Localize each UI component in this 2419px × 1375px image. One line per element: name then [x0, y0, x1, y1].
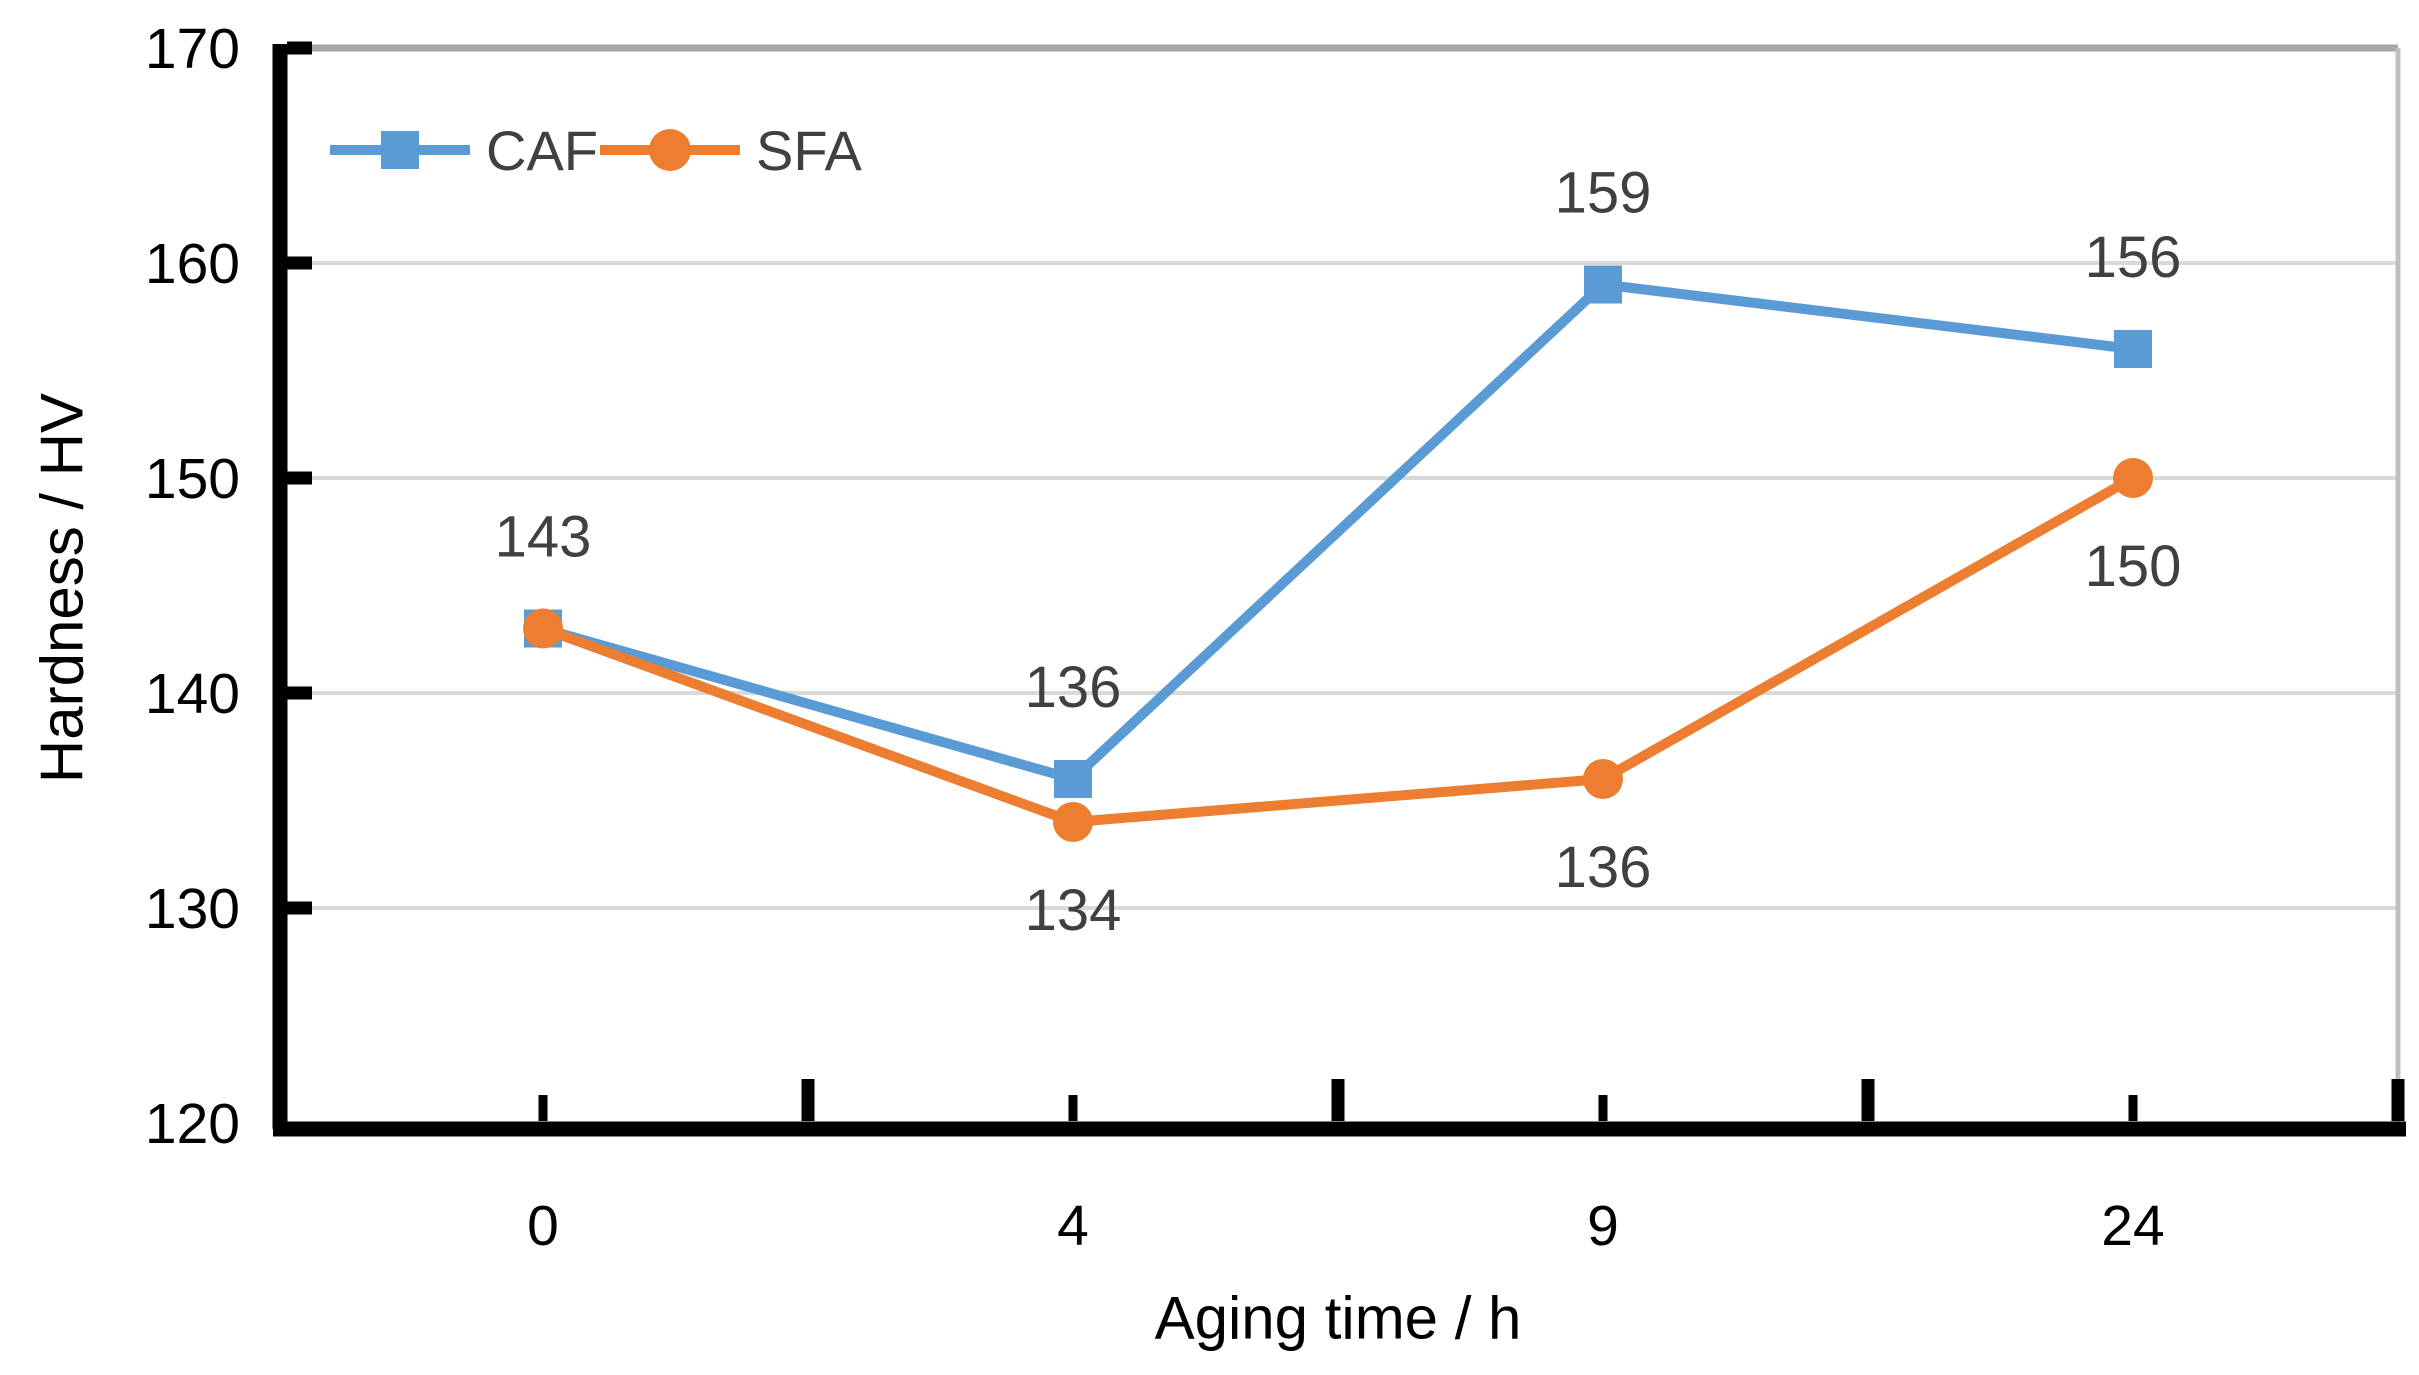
caf-marker-2 [1584, 265, 1622, 304]
legend-label-sfa: SFA [756, 119, 862, 182]
y-tick-label-160: 160 [145, 232, 240, 296]
caf-marker-1 [1054, 760, 1092, 798]
sfa-marker-2 [1583, 759, 1623, 799]
sfa-marker-0 [523, 608, 563, 649]
y-axis-title: Hardness / HV [28, 392, 96, 784]
legend-label-caf: CAF [486, 119, 598, 182]
legend-marker-sfa [649, 129, 691, 171]
caf-data-label-3: 156 [2085, 225, 2182, 290]
y-tick-label-120: 120 [145, 1092, 240, 1156]
x-tick-label-9: 9 [1587, 1194, 1619, 1258]
caf-series-line [541, 279, 2134, 784]
x-axis-title: Aging time / h [1154, 1284, 1522, 1352]
sfa-series-line [541, 473, 2136, 827]
caf-data-label-1: 136 [1025, 655, 1122, 720]
sfa-data-label-2: 136 [1555, 835, 1652, 900]
sfa-marker-3 [2113, 458, 2153, 498]
caf-data-label-2: 159 [1555, 161, 1652, 226]
sfa-data-label-3: 150 [2085, 534, 2182, 599]
sfa-data-label-1: 134 [1025, 878, 1122, 943]
caf-data-label-0: 143 [495, 505, 592, 570]
x-tick-label-0: 0 [527, 1194, 559, 1258]
sfa-marker-1 [1053, 802, 1093, 842]
y-tick-label-170: 170 [145, 17, 240, 81]
y-tick-label-130: 130 [145, 877, 240, 941]
legend-marker-caf [381, 131, 419, 169]
caf-marker-3 [2114, 330, 2152, 368]
x-tick-label-24: 24 [2101, 1194, 2164, 1258]
y-tick-label-150: 150 [145, 447, 240, 511]
x-tick-label-4: 4 [1057, 1194, 1089, 1258]
y-tick-label-140: 140 [145, 662, 240, 726]
